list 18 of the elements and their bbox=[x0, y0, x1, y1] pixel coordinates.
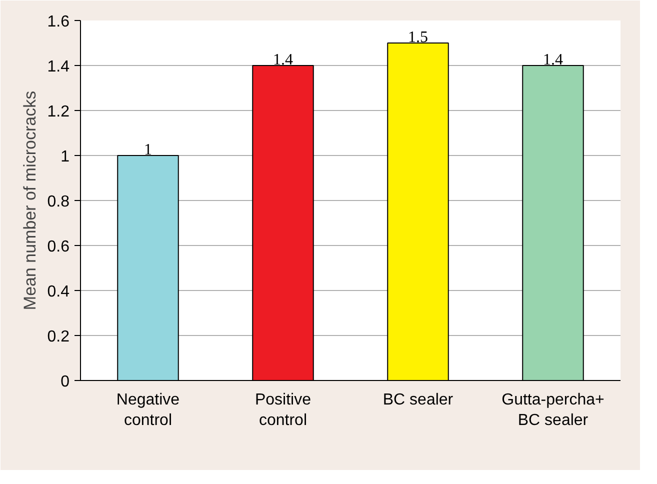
y-tick-label: 0.4 bbox=[47, 284, 70, 300]
y-tick-label: 0.8 bbox=[47, 194, 70, 210]
y-tick-label: 1.4 bbox=[47, 58, 70, 76]
x-tick-label: Positive control bbox=[254, 392, 312, 429]
y-tick-label: 1.6 bbox=[47, 14, 70, 30]
x-tick-label: Negative control bbox=[116, 392, 180, 429]
y-tick-label: 1.2 bbox=[47, 104, 70, 120]
y-axis-title: Mean number of microcracks bbox=[20, 90, 40, 310]
y-tick-label: 0.6 bbox=[47, 238, 70, 256]
y-tick-label: 0 bbox=[60, 374, 70, 390]
data-label: 1.4 bbox=[543, 52, 563, 68]
data-label: 1 bbox=[144, 142, 152, 158]
y-tick-label: 0.2 bbox=[47, 328, 70, 346]
data-label: 1.4 bbox=[273, 52, 293, 68]
x-tick-label: Gutta-percha+ BC sealer bbox=[502, 392, 604, 429]
data-label: 1.5 bbox=[408, 29, 428, 46]
x-tick-label: BC sealer bbox=[382, 392, 454, 408]
y-tick-label: 1 bbox=[60, 148, 70, 166]
